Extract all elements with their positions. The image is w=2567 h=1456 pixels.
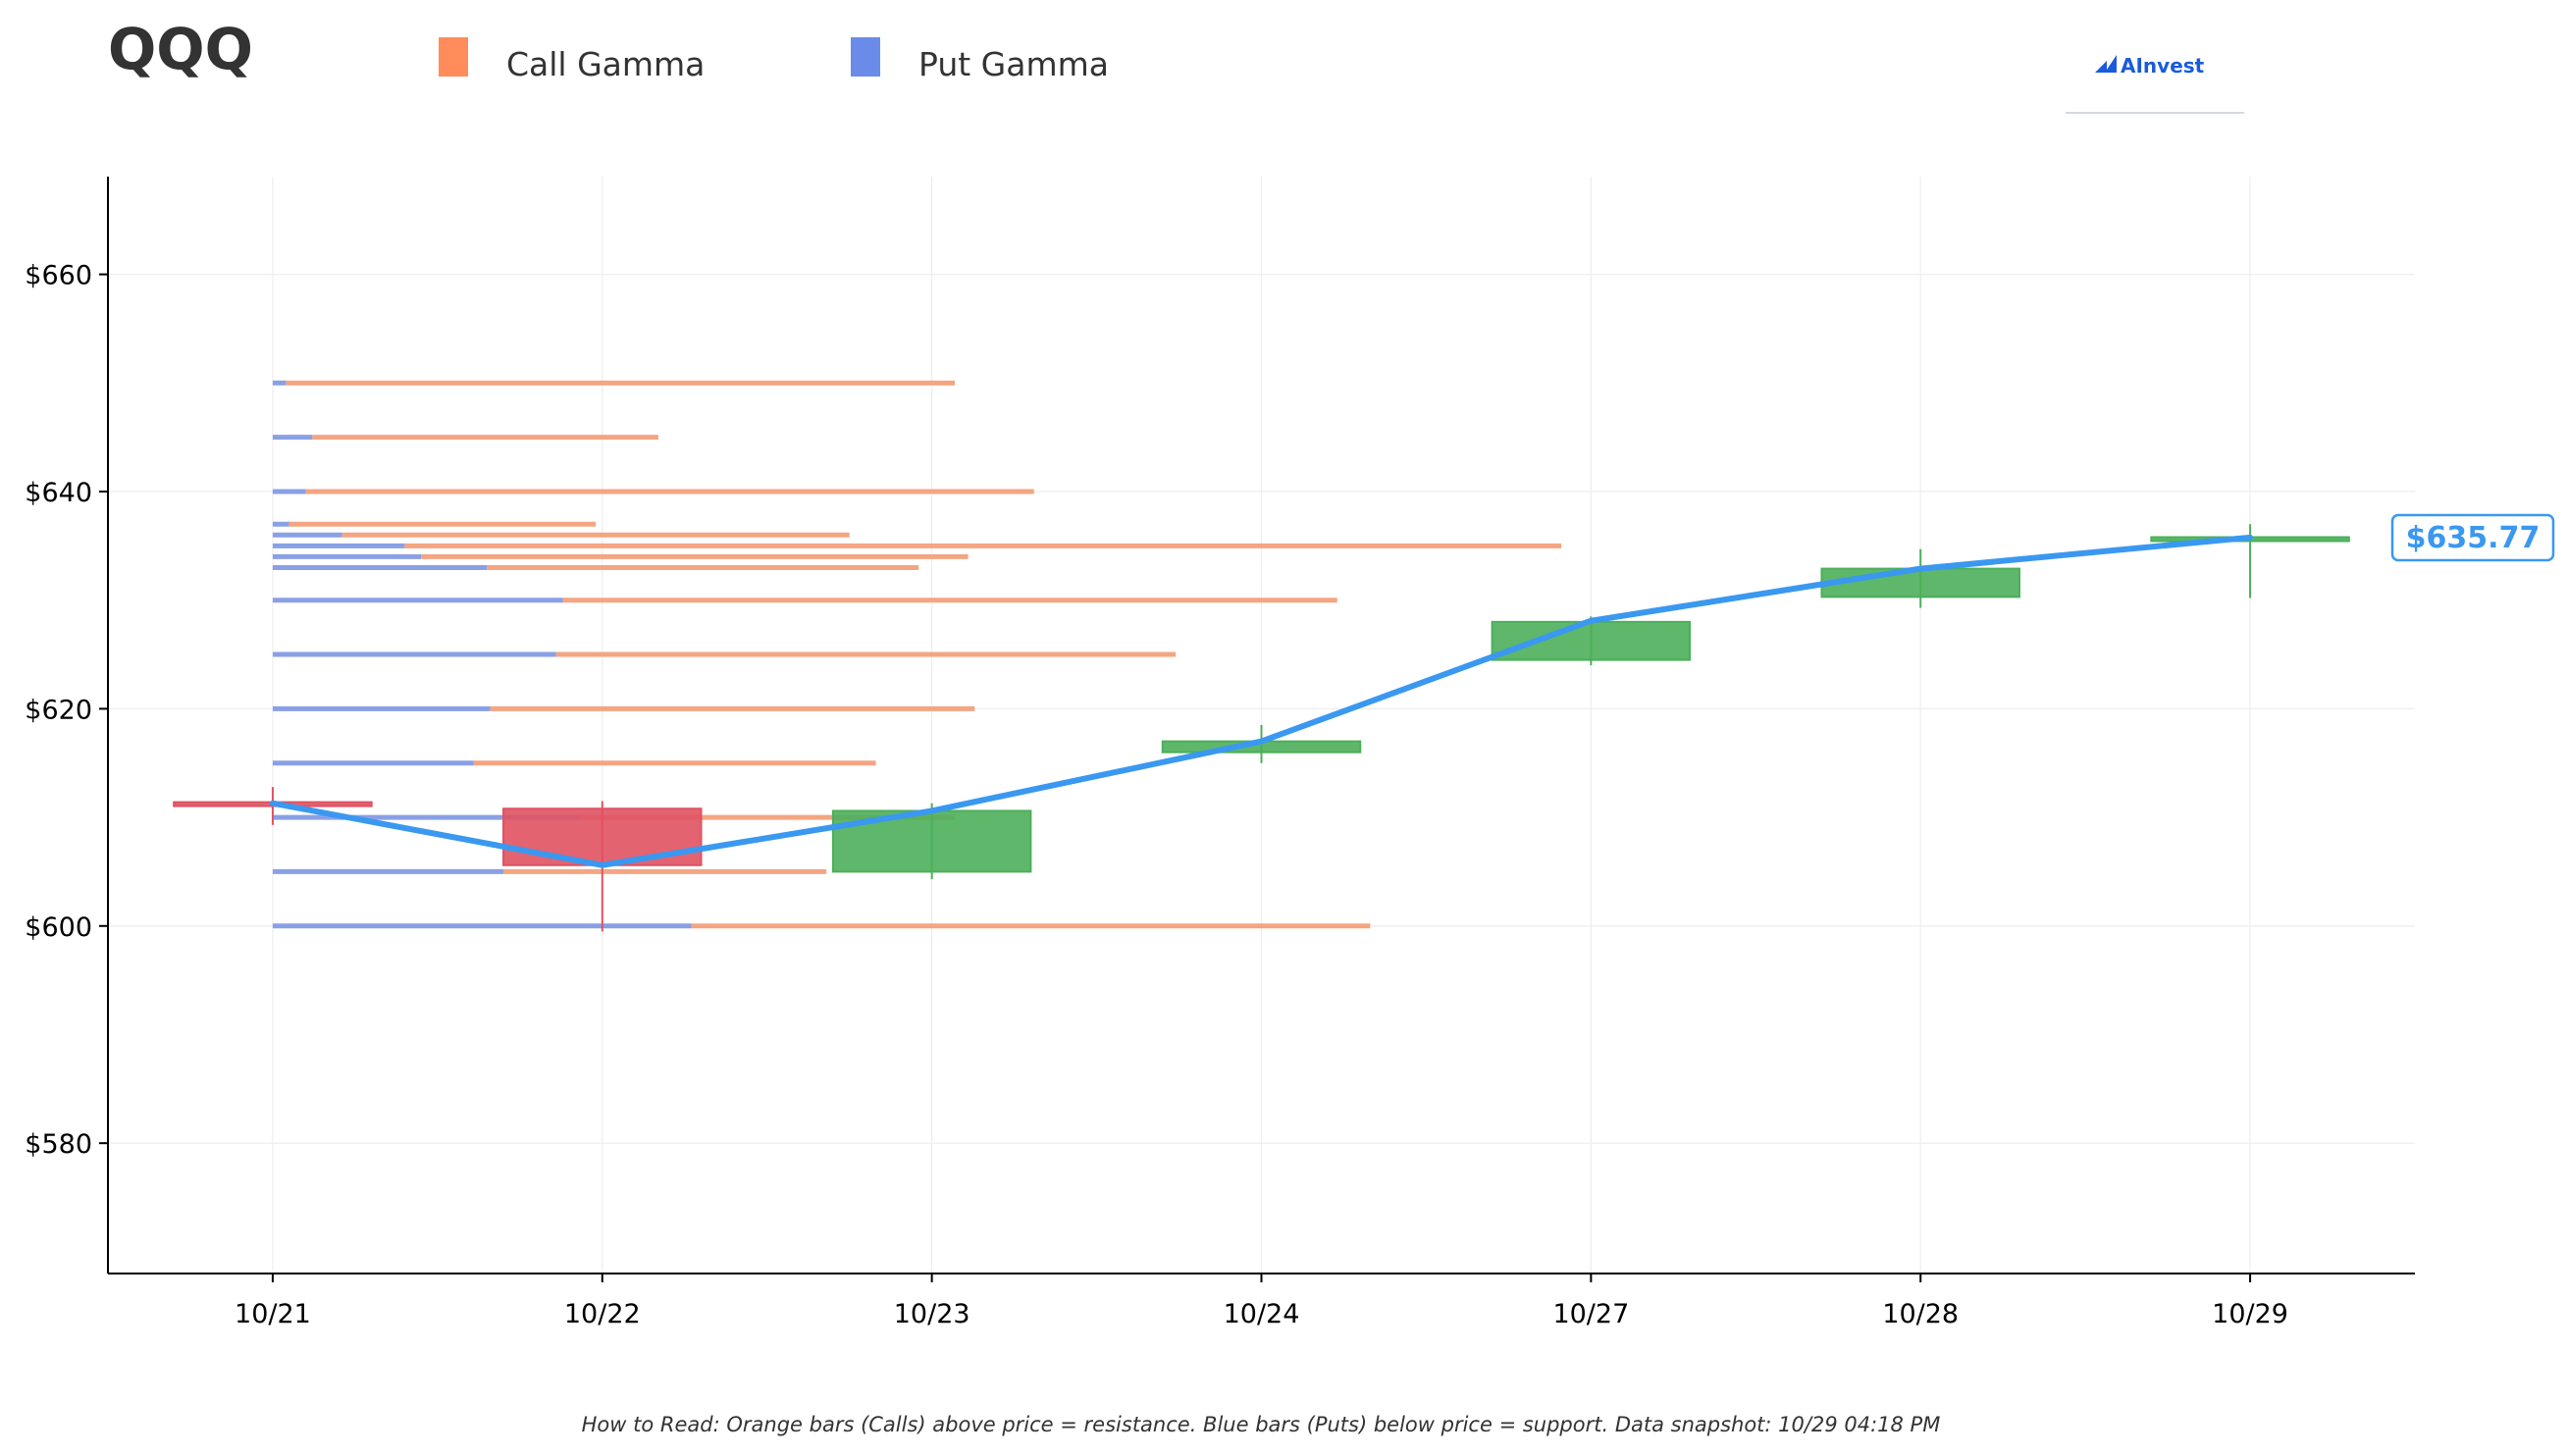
x-tick-label: 10/21 — [235, 1299, 311, 1329]
logo-mark-icon — [2095, 55, 2117, 73]
y-tick-label: $620 — [25, 695, 92, 725]
candle-body — [1491, 620, 1692, 661]
how-to-read-note: How to Read: Orange bars (Calls) above p… — [582, 1413, 1941, 1436]
x-tick-label: 10/28 — [1882, 1299, 1959, 1329]
y-tick-label: $600 — [25, 912, 92, 943]
legend: Call Gamma Put Gamma — [439, 37, 1109, 83]
x-tick-label: 10/23 — [894, 1299, 970, 1329]
candle-body — [1820, 567, 2020, 598]
current-price-badge: $635.77 — [2390, 513, 2555, 562]
x-tick-label: 10/27 — [1552, 1299, 1629, 1329]
x-tick-label: 10/22 — [564, 1299, 641, 1329]
legend-call-swatch — [439, 37, 468, 77]
y-tick-label: $660 — [25, 261, 92, 291]
current-price-label: $635.77 — [2406, 521, 2541, 555]
axes: $580 $600 $620 $640 $660 10/21 10/22 10/23 10/24… — [25, 177, 2415, 1329]
price-line-layer — [269, 534, 2254, 868]
logo-text: AInvest — [2121, 54, 2205, 78]
y-tick-label: $580 — [25, 1129, 92, 1160]
chart-title: QQQ — [108, 16, 253, 82]
ainvest-logo: AInvest — [2066, 54, 2244, 114]
y-tick-label: $640 — [25, 478, 92, 508]
legend-call-label: Call Gamma — [506, 45, 705, 83]
legend-put-swatch — [851, 37, 880, 77]
current-price-badge-box — [2390, 513, 2555, 562]
x-tick-label: 10/24 — [1224, 1299, 1300, 1329]
legend-put-label: Put Gamma — [918, 45, 1109, 83]
x-tick-label: 10/29 — [2212, 1299, 2288, 1329]
price-line — [269, 534, 2254, 868]
